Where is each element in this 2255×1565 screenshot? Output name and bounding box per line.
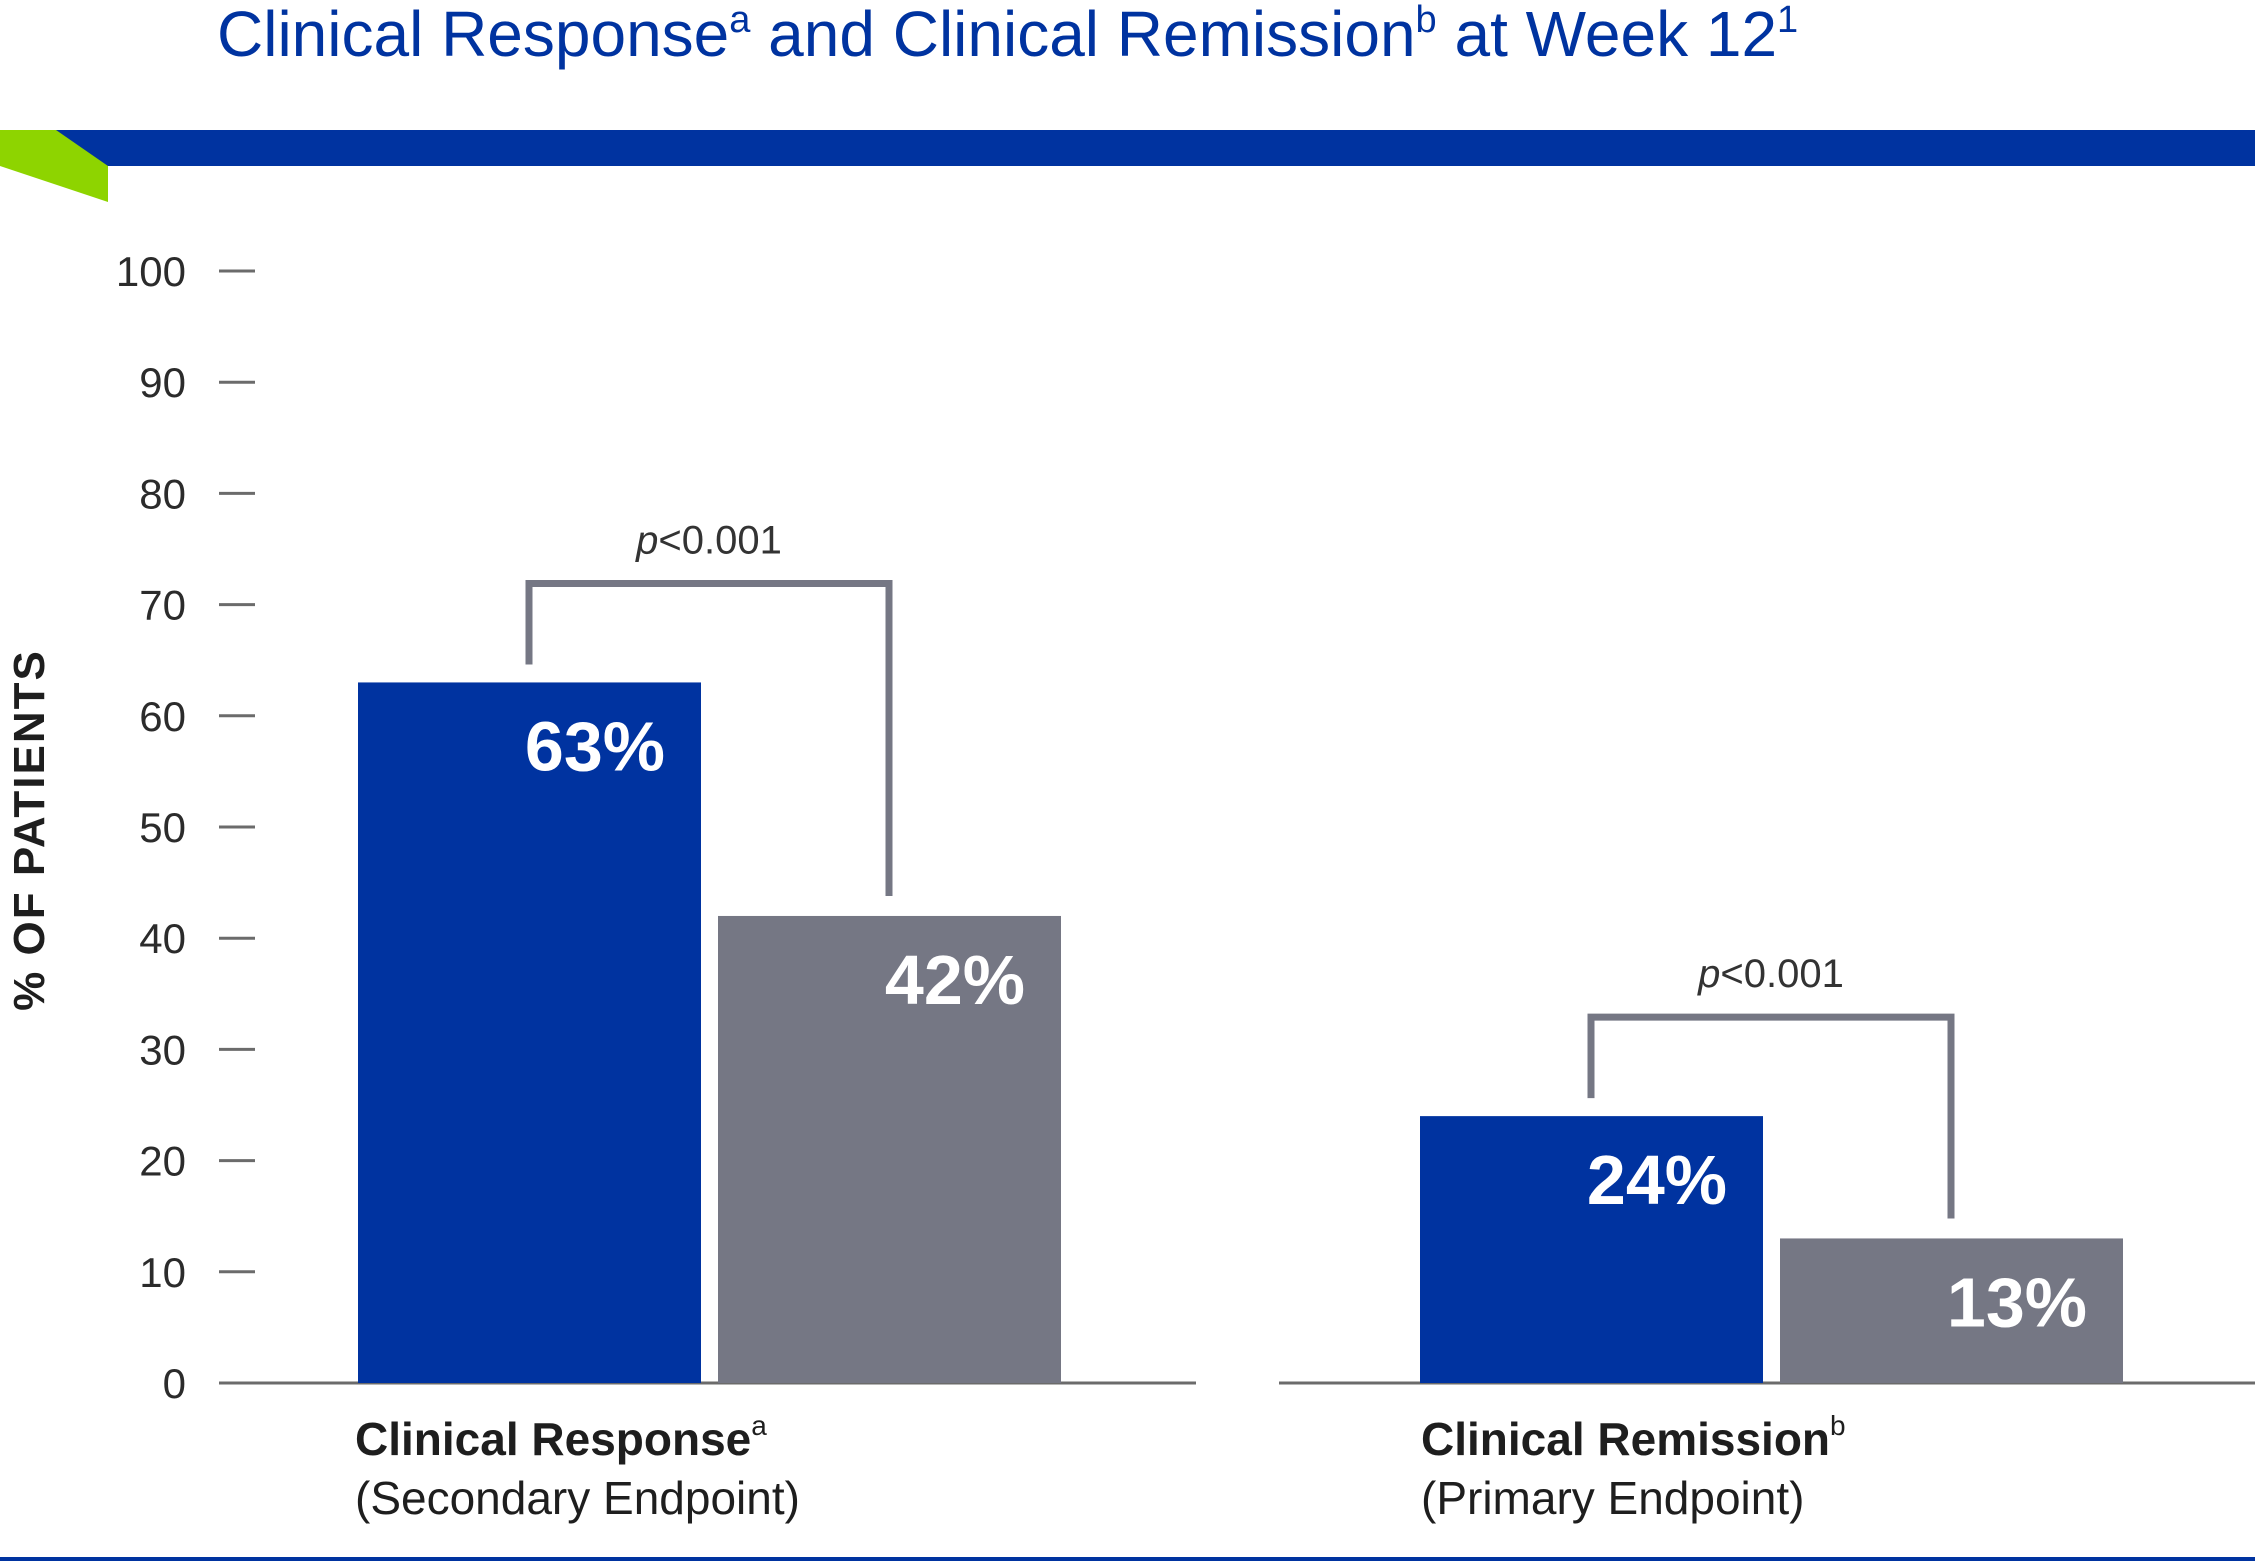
category-subtitle-response: (Secondary Endpoint): [355, 1472, 800, 1524]
title-superscript-ref: 1: [1777, 0, 1798, 41]
y-tick-label: 90: [139, 359, 186, 406]
category-label-remission: Clinical Remissionb: [1421, 1410, 1846, 1465]
y-tick-label: 100: [116, 248, 186, 295]
header-band: [0, 130, 2255, 166]
bar-data-label: 13%: [1947, 1263, 2087, 1341]
bar: [1420, 1116, 1763, 1383]
y-tick-label: 70: [139, 582, 186, 629]
y-axis-label: % OF PATIENTS: [5, 649, 54, 1011]
p-value-label: p<0.001: [635, 518, 782, 562]
title-part-3: at Week 12: [1437, 0, 1777, 70]
footer-rule: [0, 1557, 2255, 1561]
y-axis-ticks: 0 10 20 30 40 50 60 70 80 90 100: [116, 248, 255, 1407]
p-value-label: p<0.001: [1697, 952, 1844, 996]
significance-bracket: [525, 579, 893, 896]
y-tick-label: 30: [139, 1026, 186, 1073]
bar-data-label: 63%: [525, 707, 665, 785]
y-tick-label: 60: [139, 693, 186, 740]
y-tick-label: 50: [139, 804, 186, 851]
category-superscript-b: b: [1830, 1410, 1846, 1441]
title-part-2: and Clinical Remission: [750, 0, 1415, 70]
chart-title: Clinical Responsea and Clinical Remissio…: [217, 0, 1798, 70]
y-tick-label: 20: [139, 1138, 186, 1185]
bar: [1780, 1238, 2123, 1383]
y-tick-label: 0: [163, 1360, 186, 1407]
title-part-1: Clinical Response: [217, 0, 729, 70]
bars: 63% 42% 24% 13%: [358, 682, 2123, 1383]
title-superscript-a: a: [729, 0, 751, 41]
y-tick-label: 40: [139, 915, 186, 962]
bar-data-label: 42%: [885, 941, 1025, 1019]
bar-data-label: 24%: [1587, 1141, 1727, 1219]
title-superscript-b: b: [1416, 0, 1437, 41]
bar: [718, 915, 1061, 1383]
category-label-response: Clinical Responsea: [355, 1410, 767, 1465]
y-tick-label: 10: [139, 1249, 186, 1296]
y-tick-label: 80: [139, 470, 186, 517]
header-accent: [0, 130, 108, 202]
significance-brackets: p<0.001 p<0.001: [525, 518, 1955, 1219]
significance-bracket: [1587, 1013, 1955, 1219]
category-superscript-a: a: [751, 1410, 767, 1441]
category-subtitle-remission: (Primary Endpoint): [1421, 1472, 1804, 1524]
bar: [358, 682, 701, 1383]
